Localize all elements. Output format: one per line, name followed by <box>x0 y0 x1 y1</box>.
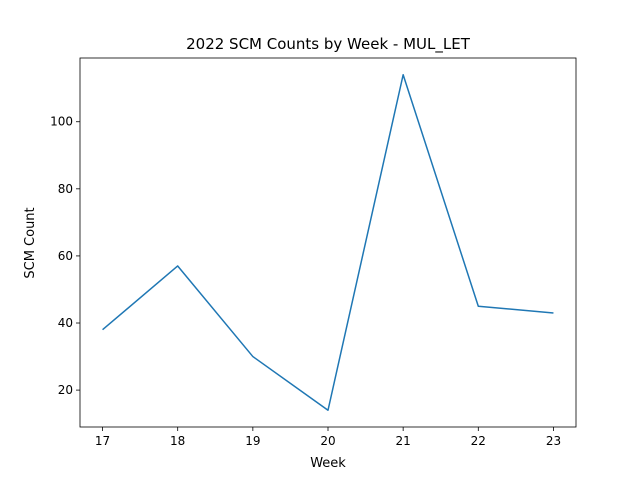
axes-frame <box>79 57 577 428</box>
y-tick-label: 20 <box>58 383 73 397</box>
x-tick-label: 23 <box>546 434 561 448</box>
x-tick-label: 22 <box>471 434 486 448</box>
series-line-0 <box>102 74 554 411</box>
x-tick-label: 19 <box>245 434 260 448</box>
x-axis-label: Week <box>310 456 346 471</box>
y-axis-label: SCM Count <box>23 207 38 278</box>
x-tick-label: 20 <box>320 434 335 448</box>
chart-title: 2022 SCM Counts by Week - MUL_LET <box>186 35 471 54</box>
y-tick-label: 80 <box>58 182 73 196</box>
y-tick-label: 40 <box>58 316 73 330</box>
y-tick-label: 100 <box>50 115 73 129</box>
x-tick-label: 17 <box>95 434 110 448</box>
x-tick-label: 21 <box>396 434 411 448</box>
y-tick-label: 60 <box>58 249 73 263</box>
plot-area: 17 18 19 20 21 22 23 20 40 60 80 100 <box>50 57 577 448</box>
x-tick-label: 18 <box>170 434 185 448</box>
